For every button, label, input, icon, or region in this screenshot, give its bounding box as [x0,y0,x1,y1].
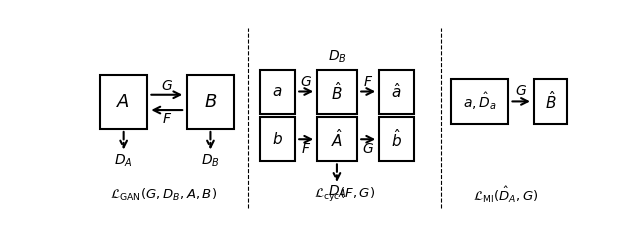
Text: $G$: $G$ [161,79,173,93]
Text: $G$: $G$ [362,142,374,156]
FancyBboxPatch shape [260,69,295,114]
Text: $\hat{B}$: $\hat{B}$ [331,81,342,102]
FancyBboxPatch shape [379,69,414,114]
Text: $b$: $b$ [272,131,283,147]
FancyBboxPatch shape [451,79,508,124]
FancyBboxPatch shape [317,117,356,161]
Text: $\mathcal{L}_{\mathrm{cyc}}(F,G)$: $\mathcal{L}_{\mathrm{cyc}}(F,G)$ [314,186,375,204]
Text: $F$: $F$ [301,142,311,156]
Text: $D_B$: $D_B$ [201,152,220,169]
Text: $\hat{b}$: $\hat{b}$ [391,128,402,150]
Text: $\hat{A}$: $\hat{A}$ [331,128,343,150]
FancyBboxPatch shape [187,75,234,129]
Text: $D_A$: $D_A$ [328,184,346,200]
Text: $D_B$: $D_B$ [328,49,346,65]
Text: $a$: $a$ [272,84,283,99]
Text: $F$: $F$ [162,112,172,126]
Text: $G$: $G$ [300,75,312,89]
Text: $\hat{B}$: $\hat{B}$ [545,91,556,113]
Text: $\mathcal{L}_{\mathrm{GAN}}(G,D_B,A,B)$: $\mathcal{L}_{\mathrm{GAN}}(G,D_B,A,B)$ [110,187,217,203]
Text: $G$: $G$ [515,84,527,98]
Text: $D_A$: $D_A$ [115,152,133,169]
Text: $\mathcal{L}_{\mathrm{MI}}(\hat{D}_A,G)$: $\mathcal{L}_{\mathrm{MI}}(\hat{D}_A,G)$ [473,185,538,205]
FancyBboxPatch shape [534,79,566,124]
Text: $A$: $A$ [116,93,131,111]
FancyBboxPatch shape [379,117,414,161]
FancyBboxPatch shape [260,117,295,161]
Text: $a, \hat{D}_a$: $a, \hat{D}_a$ [463,91,497,112]
Text: $B$: $B$ [204,93,217,111]
FancyBboxPatch shape [100,75,147,129]
Text: $F$: $F$ [363,75,373,89]
FancyBboxPatch shape [317,69,356,114]
Text: $\hat{a}$: $\hat{a}$ [391,82,402,101]
